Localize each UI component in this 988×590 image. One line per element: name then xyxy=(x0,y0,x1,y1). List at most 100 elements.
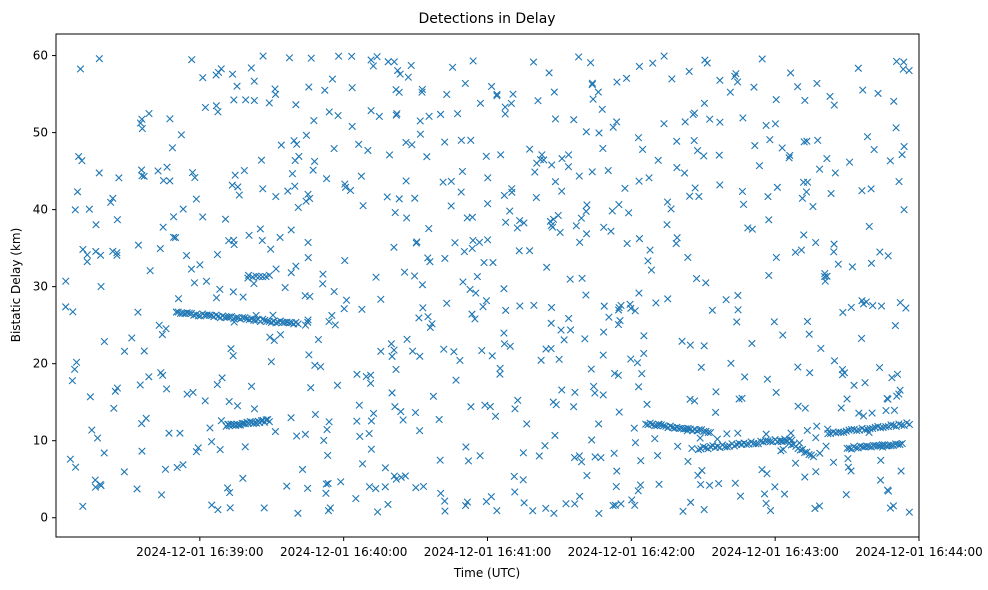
data-point xyxy=(484,174,492,182)
data-point xyxy=(169,233,178,242)
data-point xyxy=(310,157,319,166)
data-point xyxy=(373,508,382,516)
data-point xyxy=(645,174,653,182)
data-point xyxy=(136,381,144,389)
data-point xyxy=(571,500,579,508)
data-point xyxy=(201,397,209,405)
data-point xyxy=(678,337,686,345)
data-point xyxy=(163,163,171,171)
data-point xyxy=(830,240,838,248)
data-point-track-d xyxy=(704,428,712,437)
data-point xyxy=(276,331,285,339)
data-point xyxy=(369,409,378,418)
data-point xyxy=(314,335,323,344)
data-point xyxy=(325,418,333,426)
data-point xyxy=(686,498,695,507)
data-point xyxy=(547,319,555,327)
data-point-track-e xyxy=(694,445,703,454)
data-point-track-d xyxy=(693,427,701,435)
data-point xyxy=(372,273,380,281)
data-point-track-f xyxy=(787,441,796,449)
data-point xyxy=(145,373,153,381)
data-point xyxy=(367,106,375,115)
data-point xyxy=(462,443,470,451)
data-point xyxy=(554,211,562,220)
data-point xyxy=(482,152,490,161)
data-point xyxy=(690,136,698,145)
data-point xyxy=(459,278,467,286)
data-point xyxy=(519,476,527,484)
data-point xyxy=(595,509,603,518)
data-point xyxy=(418,88,426,96)
data-point xyxy=(733,318,741,326)
data-point xyxy=(640,349,648,358)
data-point xyxy=(155,321,163,330)
data-point-track-h xyxy=(896,440,904,449)
data-point xyxy=(418,85,427,94)
data-point xyxy=(644,257,652,265)
data-point xyxy=(78,157,86,165)
data-point xyxy=(157,368,165,377)
data-point xyxy=(425,112,433,120)
data-point xyxy=(703,59,711,67)
data-point xyxy=(408,347,417,355)
data-point xyxy=(218,374,226,382)
data-point xyxy=(556,228,564,237)
data-point xyxy=(233,82,241,90)
data-point xyxy=(608,207,616,215)
data-point xyxy=(493,90,501,99)
data-point xyxy=(765,271,773,280)
data-point xyxy=(283,482,291,490)
data-point xyxy=(708,306,717,314)
data-point xyxy=(74,152,83,161)
data-point xyxy=(599,351,607,359)
data-point xyxy=(801,404,809,412)
data-point xyxy=(834,260,842,268)
data-point xyxy=(609,123,617,131)
data-point xyxy=(582,128,591,136)
data-point xyxy=(303,484,312,493)
data-point xyxy=(468,213,477,221)
data-point xyxy=(381,464,390,472)
data-point xyxy=(469,236,477,245)
data-point xyxy=(803,137,811,145)
data-point xyxy=(270,336,278,345)
data-point xyxy=(786,151,794,160)
data-point xyxy=(416,352,424,360)
data-point xyxy=(891,321,900,330)
data-point xyxy=(591,453,599,461)
data-point xyxy=(652,299,660,307)
data-point xyxy=(739,200,748,209)
data-point xyxy=(452,376,460,384)
data-point xyxy=(809,202,817,211)
data-point xyxy=(353,417,361,425)
data-point xyxy=(500,285,508,293)
data-point xyxy=(813,136,822,144)
data-point xyxy=(240,166,249,175)
data-point xyxy=(514,396,522,405)
data-point xyxy=(72,358,81,366)
data-point-track-d xyxy=(666,422,674,430)
data-point xyxy=(271,427,280,436)
data-point xyxy=(138,447,146,455)
data-point xyxy=(547,303,556,312)
data-point xyxy=(134,241,143,249)
data-point xyxy=(404,73,412,81)
data-point xyxy=(266,245,275,253)
data-point xyxy=(690,397,699,405)
data-point-track-a xyxy=(205,311,214,320)
data-point-track-g xyxy=(882,422,890,431)
data-point-track-f xyxy=(781,437,789,445)
x-axis-label: Time (UTC) xyxy=(453,566,520,580)
data-point xyxy=(207,437,216,446)
data-point xyxy=(250,96,259,105)
data-point xyxy=(113,251,121,260)
x-axis: 2024-12-01 16:39:00 2024-12-01 16:40:00 20… xyxy=(136,537,983,559)
data-point xyxy=(381,483,389,491)
data-point xyxy=(558,154,566,163)
data-point xyxy=(867,185,875,193)
data-point xyxy=(307,383,315,392)
data-point xyxy=(529,58,538,66)
data-point xyxy=(877,302,886,310)
data-point xyxy=(337,478,345,486)
